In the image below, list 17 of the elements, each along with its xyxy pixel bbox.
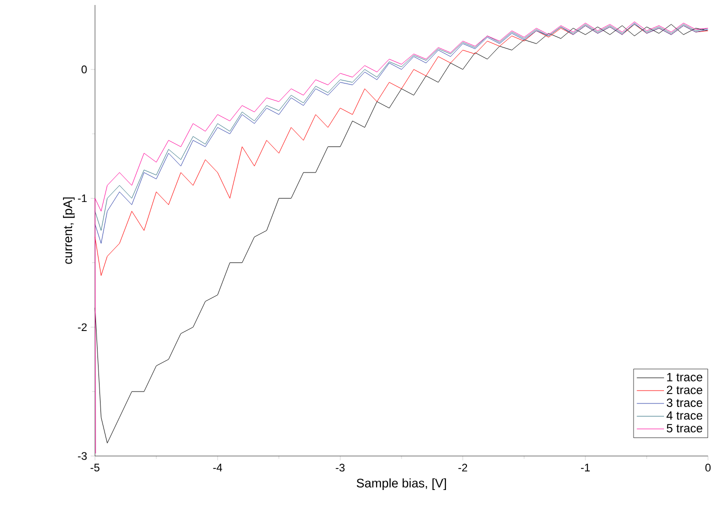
x-tick-label: -2 [458, 464, 468, 472]
legend-label: 1 trace [667, 372, 702, 382]
y-tick-label: -3 [78, 452, 87, 460]
x-tick-label: -4 [213, 464, 222, 472]
y-tick-label: 0 [82, 66, 87, 74]
x-tick-label: -1 [581, 464, 590, 472]
legend-label: 2 trace [666, 386, 702, 394]
x-tick-label: -3 [336, 464, 345, 472]
x-tick-label: 0 [705, 464, 711, 472]
legend-label: 4 trace [666, 411, 702, 420]
x-axis-title: Sample bias, [V] [356, 478, 446, 490]
legend-label: 5 trace [666, 424, 702, 432]
y-axis-title: current, [pA] [63, 197, 75, 264]
y-tick-label: -1 [78, 194, 87, 202]
legend-label: 3 trace [666, 398, 702, 407]
x-tick-label: -5 [90, 464, 100, 472]
y-tick-label: -2 [78, 323, 87, 331]
